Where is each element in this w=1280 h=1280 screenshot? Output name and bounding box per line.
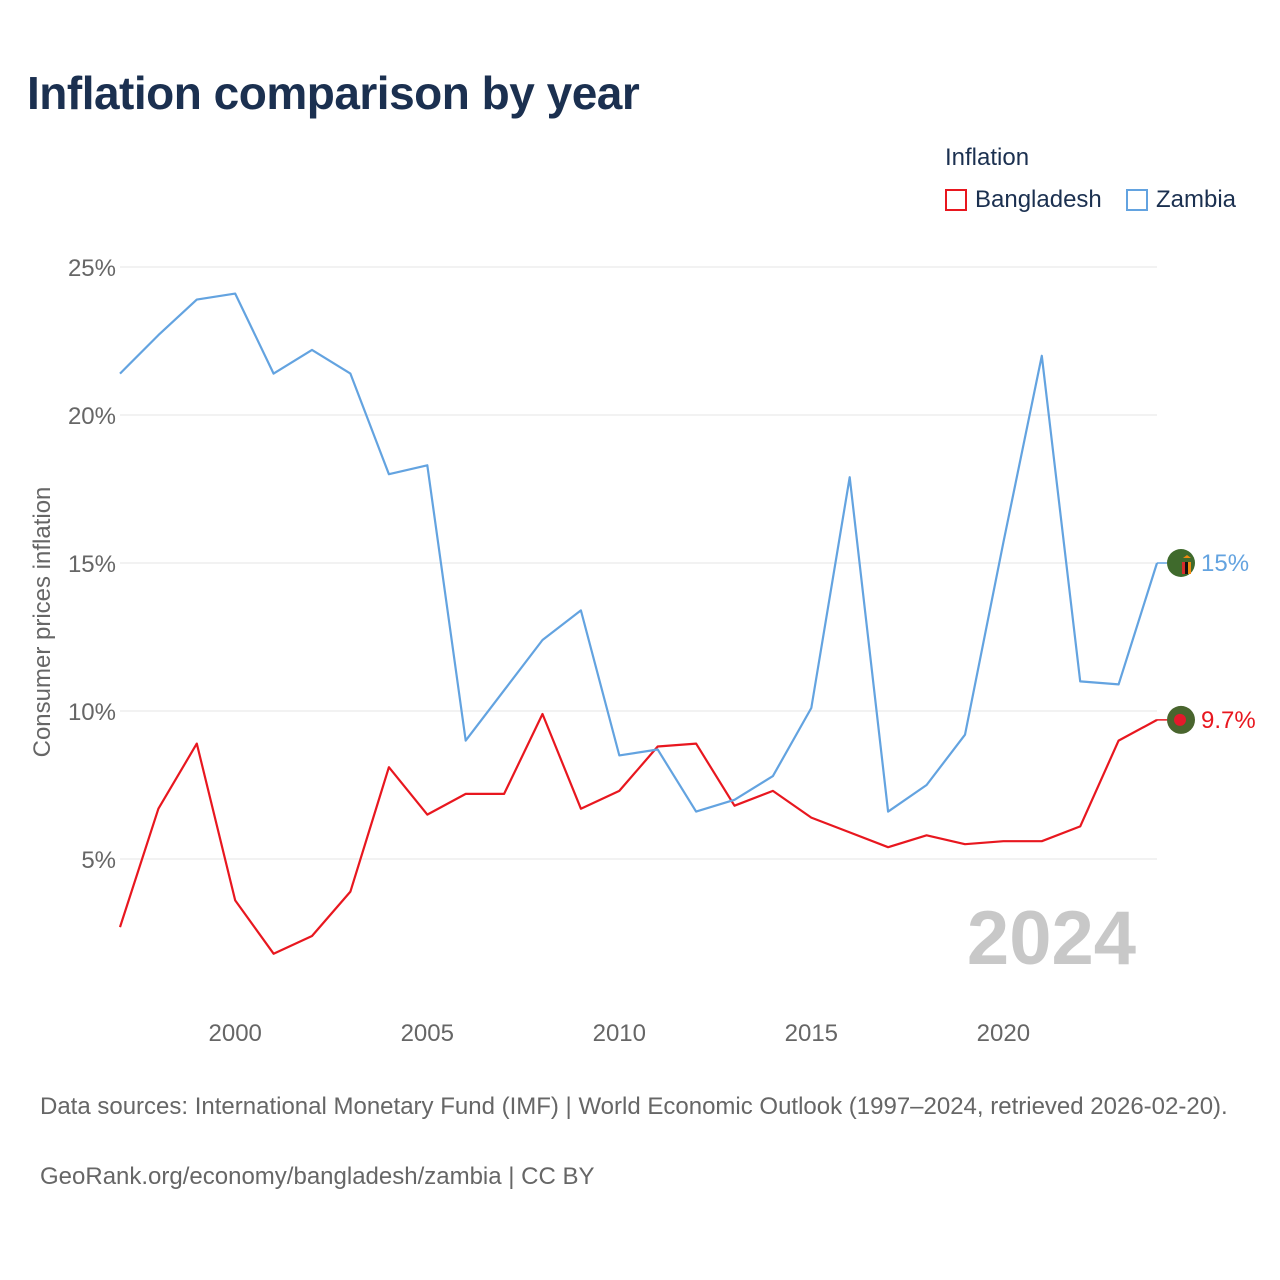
legend-label-zambia: Zambia: [1156, 186, 1237, 213]
y-tick-label: 10%: [68, 699, 116, 726]
data-sources: Data sources: International Monetary Fun…: [40, 1093, 1228, 1120]
end-markers: 9.7% 15%: [1157, 549, 1256, 734]
x-tick-label: 2005: [401, 1020, 454, 1047]
line-chart: 5% 10% 15% 20% 25% 2000 2005 2010 2015 2020 2024…: [29, 255, 1256, 1047]
y-tick-label: 20%: [68, 403, 116, 430]
y-axis-ticks: 5% 10% 15% 20% 25%: [68, 255, 116, 874]
x-tick-label: 2020: [977, 1020, 1030, 1047]
gridlines: [120, 266, 1157, 860]
y-tick-label: 15%: [68, 551, 116, 578]
credit-link[interactable]: GeoRank.org/economy/bangladesh/zambia | …: [40, 1163, 595, 1190]
legend-swatch-bangladesh: [945, 189, 967, 211]
end-value-label-zambia: 15%: [1201, 550, 1249, 577]
legend-label-bangladesh: Bangladesh: [975, 186, 1102, 213]
y-tick-label: 5%: [81, 847, 116, 874]
legend-swatch-zambia: [1126, 189, 1148, 211]
y-axis-label: Consumer prices inflation: [29, 487, 56, 758]
bangladesh-flag-icon: [1167, 705, 1195, 734]
zambia-flag-icon: [1167, 549, 1195, 577]
chart-title: Inflation comparison by year: [27, 67, 640, 119]
x-axis-ticks: 2000 2005 2010 2015 2020: [209, 1020, 1031, 1047]
legend-item-bangladesh[interactable]: Bangladesh: [945, 186, 1102, 214]
series-lines: [118, 292, 1159, 955]
legend-item-zambia[interactable]: Zambia: [1126, 186, 1236, 214]
legend-title: Inflation: [945, 144, 1030, 171]
y-tick-label: 25%: [68, 255, 116, 282]
series-line-bangladesh[interactable]: [118, 712, 1158, 955]
end-value-label-bangladesh: 9.7%: [1201, 707, 1256, 734]
x-tick-label: 2010: [593, 1020, 646, 1047]
x-tick-label: 2015: [785, 1020, 838, 1047]
x-tick-label: 2000: [209, 1020, 262, 1047]
series-line-zambia[interactable]: [119, 292, 1159, 813]
year-watermark: 2024: [967, 896, 1136, 981]
